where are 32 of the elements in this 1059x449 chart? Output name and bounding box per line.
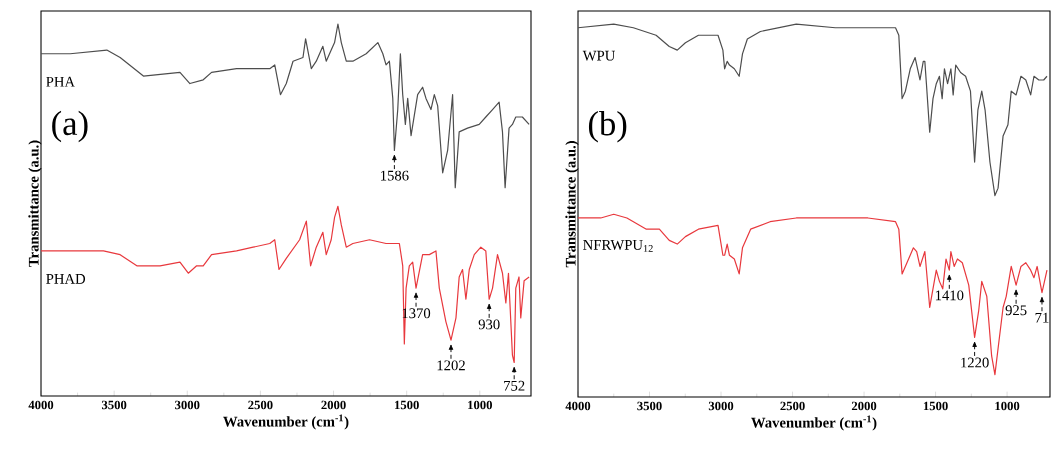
annotation: 1202 (437, 360, 465, 371)
x-tick-label: 3000 (708, 401, 734, 411)
x-tick-label: 3000 (175, 400, 200, 410)
annotation: (b) (588, 111, 627, 143)
annotation: 930 (478, 319, 500, 330)
x-tick-label: 3500 (637, 401, 662, 411)
annotation: 925 (1005, 305, 1027, 316)
x-tick-label: 1000 (995, 401, 1020, 411)
x-tick-label: 4000 (565, 401, 591, 411)
x-tick-label: 4000 (28, 400, 54, 410)
annotation: (a) (52, 110, 88, 143)
y-axis-title: Transmittance (a.u.) (565, 141, 579, 268)
series-label: PHAD (46, 273, 86, 284)
x-tick-label: 3500 (101, 400, 127, 410)
series-label: NFRWPU$_{12}$ (583, 240, 653, 252)
annotation: 752 (504, 380, 525, 391)
x-tick-label: 2500 (248, 400, 273, 410)
series-label: PHA (46, 76, 75, 87)
x-tick-label: 2000 (321, 400, 346, 410)
annotation: 1410 (935, 290, 964, 301)
x-axis-title: Wavenumber (cm$^{-1}$) (223, 414, 349, 430)
annotation: 71 (1035, 312, 1049, 323)
x-axis-title: Wavenumber (cm$^{-1}$) (751, 415, 877, 431)
x-tick-label: 1000 (468, 400, 492, 410)
x-tick-label: 2500 (780, 401, 805, 411)
x-tick-label: 1500 (395, 400, 419, 410)
series-label: WPU (582, 50, 615, 61)
x-tick-label: 1500 (923, 401, 948, 411)
annotation: 1586 (381, 170, 409, 181)
x-tick-label: 2000 (851, 401, 877, 411)
y-axis-title: Transmittance (a.u.) (28, 140, 42, 267)
annotation: 1220 (961, 357, 989, 368)
